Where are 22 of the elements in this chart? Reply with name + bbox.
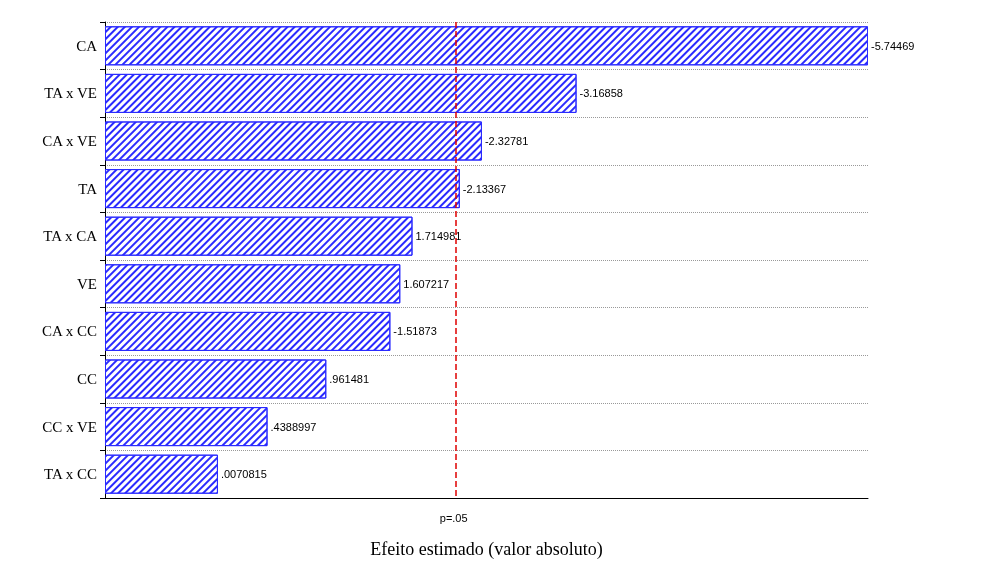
y-tick-label: TA x CA — [43, 228, 98, 245]
annotation: 1.607217 — [403, 277, 450, 290]
annotation: -2.32781 — [484, 135, 529, 147]
y-tick-label: VE — [77, 275, 97, 292]
ref-line-label: p=.05 — [439, 511, 468, 524]
annotation: -1.51873 — [393, 325, 437, 338]
y-tick-label: CA x VE — [42, 133, 97, 149]
y-tick-label: TA x CC — [44, 466, 97, 483]
annotation: -2.13367 — [462, 182, 507, 195]
y-tick-label: CA — [76, 37, 98, 54]
y-tick-label: TA x VE — [44, 85, 97, 102]
y-tick-label: CC x VE — [42, 418, 97, 435]
annotation: -5.74469 — [871, 39, 915, 52]
y-tick-label: CC — [76, 371, 97, 387]
annotation: 1.714981 — [415, 230, 462, 243]
y-tick-label: CA x CC — [41, 323, 97, 340]
annotation: -3.16858 — [579, 87, 623, 100]
annotation: .4388997 — [270, 420, 317, 433]
x-axis-title: Efeito estimado (valor absoluto) — [370, 539, 603, 560]
y-tick-label: TA — [78, 180, 98, 197]
annotation: .961481 — [329, 373, 370, 385]
annotation: .0070815 — [220, 468, 267, 481]
